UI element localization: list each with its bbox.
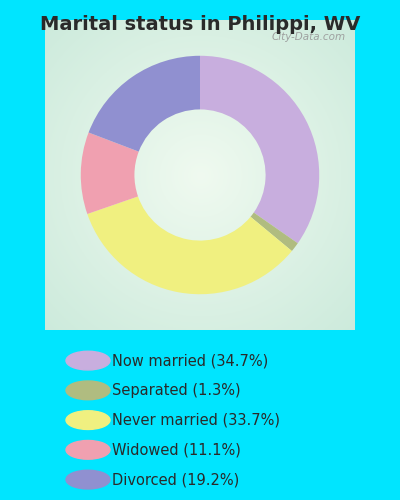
Wedge shape	[200, 56, 319, 244]
Text: City-Data.com: City-Data.com	[272, 32, 346, 42]
Wedge shape	[87, 196, 292, 294]
Text: Never married (33.7%): Never married (33.7%)	[112, 412, 280, 428]
Text: Separated (1.3%): Separated (1.3%)	[112, 383, 241, 398]
Wedge shape	[81, 132, 139, 214]
Text: Widowed (11.1%): Widowed (11.1%)	[112, 442, 241, 458]
Wedge shape	[250, 212, 298, 251]
Circle shape	[66, 411, 110, 430]
Text: Marital status in Philippi, WV: Marital status in Philippi, WV	[40, 15, 360, 34]
Wedge shape	[88, 56, 200, 152]
Text: Divorced (19.2%): Divorced (19.2%)	[112, 472, 239, 487]
Circle shape	[66, 381, 110, 400]
Circle shape	[66, 470, 110, 489]
Circle shape	[66, 351, 110, 370]
Text: Now married (34.7%): Now married (34.7%)	[112, 353, 268, 368]
Circle shape	[66, 440, 110, 459]
